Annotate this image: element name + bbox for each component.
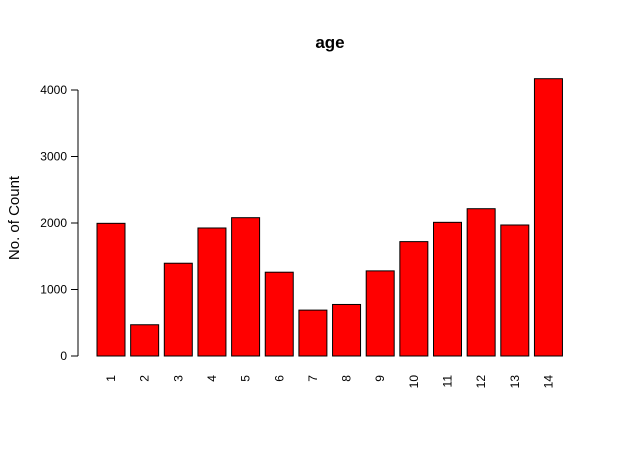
bar	[130, 324, 160, 357]
y-tick-label: 0	[60, 349, 67, 363]
x-tick-label: 12	[474, 375, 488, 389]
x-tick-label: 2	[138, 375, 152, 382]
bar	[500, 224, 530, 357]
x-tick-label: 7	[306, 375, 320, 382]
bar	[533, 78, 563, 357]
bar	[298, 309, 328, 357]
x-tick-label: 1	[104, 375, 118, 382]
bar	[399, 241, 429, 357]
x-tick-label: 5	[239, 375, 253, 382]
x-tick-label: 8	[340, 375, 354, 382]
bar	[96, 222, 126, 357]
bar	[433, 221, 462, 357]
x-tick-label: 13	[508, 375, 522, 389]
x-tick-label: 10	[407, 375, 421, 389]
x-tick-label: 9	[373, 375, 387, 382]
x-tick-labels: 1 2 3 4 5 6 7 8 9 10 11 12 13 14	[104, 375, 555, 389]
x-tick-label: 6	[272, 375, 286, 382]
y-tick-label: 3000	[40, 150, 67, 164]
y-tick-label: 2000	[40, 216, 67, 230]
x-tick-label: 11	[441, 375, 455, 388]
y-axis: 0 1000 2000 3000 4000	[40, 83, 79, 363]
bars-group	[96, 78, 563, 357]
chart-title: age	[315, 33, 344, 52]
bar	[332, 303, 362, 357]
bar	[466, 208, 496, 357]
bar	[163, 262, 193, 357]
x-tick-label: 3	[171, 375, 185, 382]
x-tick-label: 14	[541, 375, 555, 389]
y-tick-label: 1000	[40, 283, 67, 297]
x-tick-label: 4	[205, 375, 219, 382]
bar	[365, 270, 395, 357]
bar	[264, 271, 294, 357]
y-axis-label: No. of Count	[6, 175, 23, 260]
bar	[231, 217, 261, 357]
y-tick-label: 4000	[40, 83, 67, 97]
bar	[197, 227, 227, 357]
